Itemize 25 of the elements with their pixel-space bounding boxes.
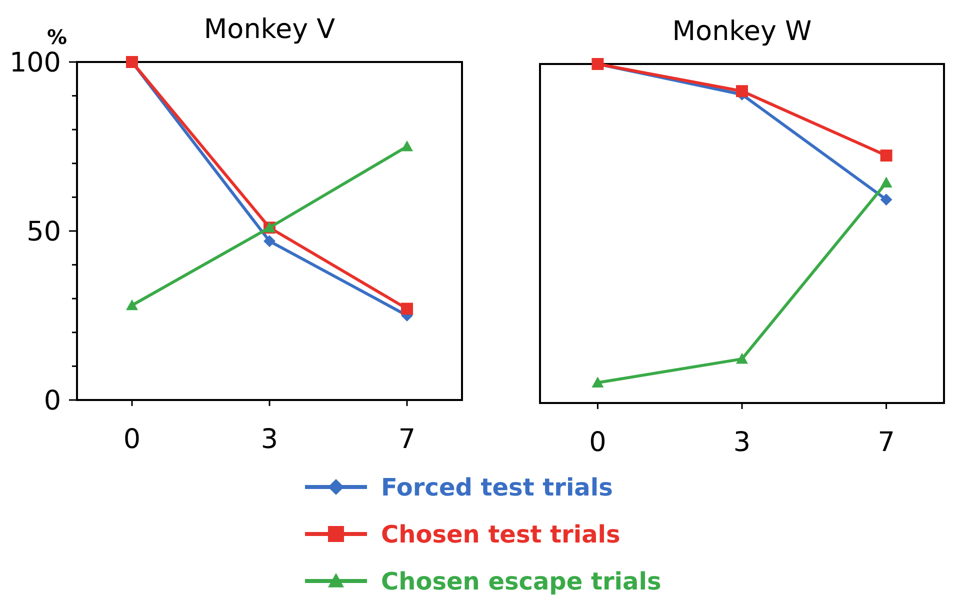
y-axis-title: % bbox=[46, 25, 67, 49]
x-tick-label: 3 bbox=[733, 427, 751, 458]
point bbox=[880, 176, 892, 188]
y-tick-label: 0 bbox=[44, 385, 61, 416]
chart-title: Monkey V bbox=[204, 14, 336, 45]
x-tick-label: 7 bbox=[878, 427, 895, 458]
x-tick-label: 3 bbox=[260, 424, 278, 455]
point bbox=[880, 194, 892, 206]
point bbox=[126, 299, 138, 310]
x-tick-label: 0 bbox=[589, 427, 606, 458]
x-tick-label: 0 bbox=[123, 424, 141, 455]
y-tick-label: 50 bbox=[26, 216, 61, 248]
legend-label: Forced test trials bbox=[381, 473, 613, 502]
point bbox=[592, 376, 604, 388]
chart-title: Monkey W bbox=[672, 16, 812, 47]
legend-label: Chosen escape trials bbox=[381, 567, 662, 595]
point bbox=[401, 140, 413, 152]
point bbox=[736, 85, 748, 98]
point bbox=[880, 150, 892, 162]
point bbox=[736, 352, 748, 364]
y-tick-label: 100 bbox=[9, 47, 61, 78]
x-tick-label: 7 bbox=[398, 424, 416, 455]
point bbox=[264, 235, 276, 248]
point bbox=[401, 302, 413, 315]
legend-label: Chosen test trials bbox=[381, 520, 620, 548]
